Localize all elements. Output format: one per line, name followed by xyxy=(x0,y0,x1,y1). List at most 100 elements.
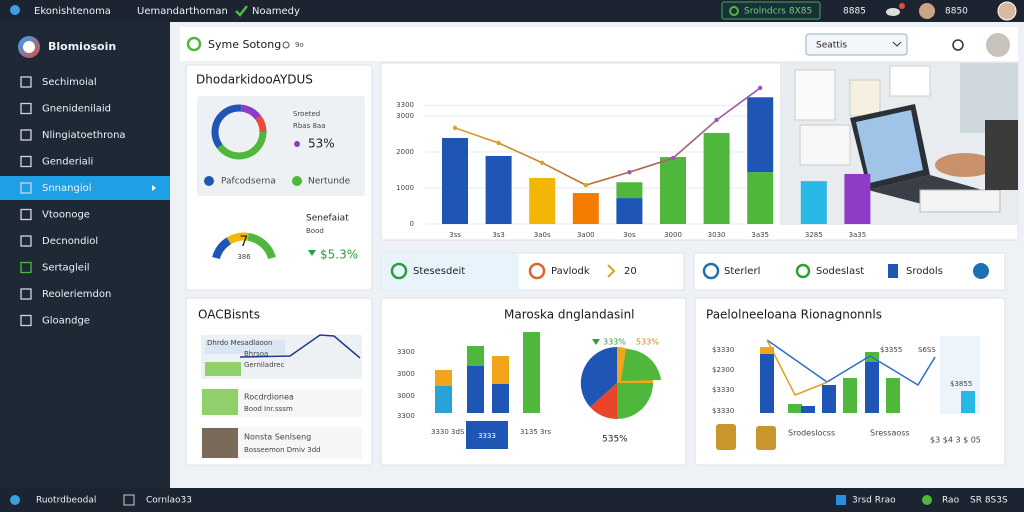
nav-icon xyxy=(20,288,32,300)
x-label-box[interactable] xyxy=(466,421,508,449)
y-label: $3330 xyxy=(712,407,734,415)
avatar[interactable] xyxy=(997,1,1017,21)
nav-item[interactable]: Sechimoial xyxy=(42,77,97,88)
bar xyxy=(435,386,452,413)
line-point xyxy=(627,169,632,175)
footer-item[interactable]: Ruotrdbeodal xyxy=(36,496,96,506)
nav-icon xyxy=(20,76,32,88)
bar xyxy=(442,137,468,224)
footer-icon xyxy=(922,495,932,505)
x-tick-label: 3a35 xyxy=(849,231,867,239)
metric-label[interactable]: Sterlerl xyxy=(724,266,760,277)
nav-item[interactable]: Gnenidenilaid xyxy=(42,104,111,115)
footer-item[interactable]: 3rsd Rrao xyxy=(852,496,896,506)
nav-item[interactable]: Snnangiol xyxy=(42,183,92,194)
x-tick-label: 3a35 xyxy=(751,231,769,239)
pie-slice xyxy=(617,383,653,419)
metric-icon xyxy=(795,263,811,279)
x-tick-label: 3s3 xyxy=(492,231,505,239)
value-label: $3355 xyxy=(880,346,902,354)
status-icon xyxy=(729,6,739,16)
row-band xyxy=(205,340,285,354)
nav-item[interactable]: Vtoonoge xyxy=(42,210,90,221)
line-point xyxy=(670,155,676,161)
line-point xyxy=(758,85,763,91)
y-label: $3330 xyxy=(712,386,734,394)
pie xyxy=(580,346,661,420)
legend-icon xyxy=(204,176,214,186)
app-icon[interactable] xyxy=(10,5,20,15)
bar xyxy=(886,378,900,413)
footer-item[interactable]: Rao xyxy=(942,496,960,506)
dropdown-icon[interactable] xyxy=(892,41,902,47)
y-tick-label: 3300 xyxy=(396,101,414,109)
row-band xyxy=(205,362,241,376)
search-text[interactable]: Seattis xyxy=(816,41,847,51)
nav-item[interactable]: Nlingiatoethrona xyxy=(42,130,126,141)
gauge-sub: 386 xyxy=(237,253,251,261)
cloud-icon[interactable] xyxy=(886,8,900,16)
action-button[interactable] xyxy=(952,39,964,51)
search-box[interactable] xyxy=(805,33,908,56)
nav-item[interactable]: Gloandge xyxy=(42,316,90,327)
pie-label: 535% xyxy=(602,435,628,445)
avatar[interactable] xyxy=(986,33,1010,57)
label: Bood xyxy=(306,227,324,235)
bar xyxy=(788,404,802,413)
down-arrow xyxy=(308,250,316,256)
y-tick-label: 0 xyxy=(410,220,414,228)
x-tick-label: 3a00 xyxy=(577,231,595,239)
menu-item[interactable]: Ekonishtenoma xyxy=(34,6,111,17)
avatar[interactable] xyxy=(919,3,935,19)
bar xyxy=(492,384,509,413)
value-label: $3855 xyxy=(950,380,972,388)
x-tick-label: 3285 xyxy=(805,231,823,239)
label: Sroeted xyxy=(293,110,320,118)
y-label: 3300 xyxy=(397,412,415,420)
card-title: Paelolneeloana Rionagnonnls xyxy=(706,308,882,322)
user-label: 8850 xyxy=(945,7,968,17)
nav-item[interactable]: Reoleriemdon xyxy=(42,289,111,300)
metric-label[interactable]: Sodeslast xyxy=(816,266,864,277)
nav-item[interactable]: Sertagleil xyxy=(42,263,90,274)
bar xyxy=(467,346,484,366)
donut xyxy=(211,104,267,160)
bar xyxy=(616,198,643,224)
photo-paper xyxy=(849,79,881,117)
x-tick-label: 3os xyxy=(623,231,636,239)
count: 8885 xyxy=(843,7,866,17)
sparkline xyxy=(239,334,361,359)
bar xyxy=(800,181,827,224)
photo-hand xyxy=(935,153,995,177)
footer-label: Srodeslocss xyxy=(788,429,835,438)
value: 53% xyxy=(308,137,335,151)
bar xyxy=(616,182,643,199)
x-tick-label: 3ss xyxy=(449,231,461,239)
gauge xyxy=(212,232,276,260)
bar xyxy=(660,157,686,224)
card-title: OACBisnts xyxy=(198,308,260,322)
metric-label[interactable]: Srodols xyxy=(906,266,943,277)
metric-label[interactable]: Pavlodk xyxy=(551,266,590,277)
metric-label[interactable]: Stesesdeit xyxy=(413,266,465,277)
nav-icon xyxy=(20,129,32,141)
bar xyxy=(961,391,975,413)
footer-icon xyxy=(10,495,20,505)
trend-line xyxy=(454,87,761,186)
footer-icon xyxy=(123,494,135,506)
action-button[interactable] xyxy=(918,36,936,54)
nav-item[interactable]: Genderiali xyxy=(42,157,93,168)
nav-item[interactable]: Decnondiol xyxy=(42,236,98,247)
y-label: 3000 xyxy=(397,392,415,400)
y-label: $2300 xyxy=(712,366,734,374)
status-box[interactable] xyxy=(721,1,821,20)
footer-item[interactable]: Cornlao33 xyxy=(146,496,192,506)
metric-icon xyxy=(528,262,546,280)
menu-item[interactable]: Uemandarthoman xyxy=(137,6,228,17)
photo-notebook xyxy=(919,189,1001,213)
menu-item[interactable]: Noamedy xyxy=(252,6,300,17)
metric-icon[interactable] xyxy=(973,263,989,279)
row-text: Gerniladrec xyxy=(244,361,285,369)
label: Rbas 8aa xyxy=(293,122,326,130)
